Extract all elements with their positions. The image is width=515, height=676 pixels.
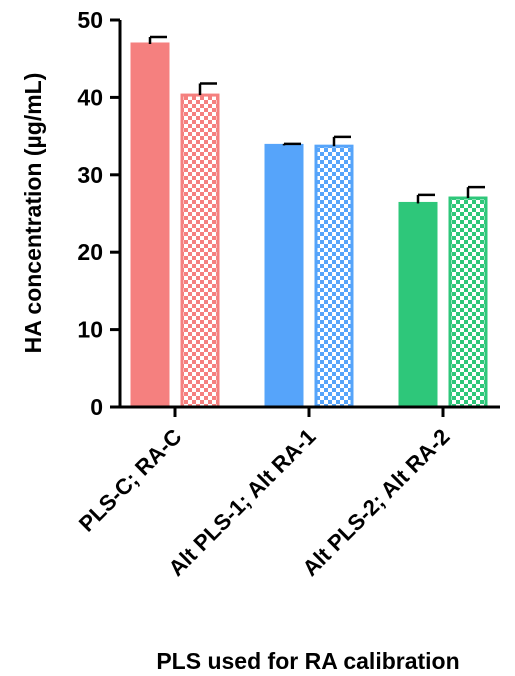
category-label: Alt PLS-1; Alt RA-1 [163, 424, 320, 581]
y-tick-label: 10 [77, 317, 103, 343]
y-ticks: 0 10 20 30 40 50 [77, 7, 120, 420]
bars-layer [130, 35, 488, 409]
checkered-bar-3 [448, 196, 488, 409]
y-tick-label: 30 [77, 162, 103, 188]
y-axis-title: HA concentration (µg/mL) [20, 73, 46, 354]
x-axis-title: PLS used for RA calibration [156, 648, 459, 674]
category-label: PLS-C; RA-C [74, 424, 187, 537]
y-tick-label: 50 [77, 7, 103, 33]
y-tick-label: 40 [77, 84, 103, 110]
checkered-bar-2 [314, 144, 354, 409]
axes-layer [118, 20, 500, 409]
solid-bar-2 [264, 143, 304, 409]
y-tick-label: 0 [90, 394, 103, 420]
category-label: Alt PLS-2; Alt RA-2 [297, 424, 454, 581]
y-tick-label: 20 [77, 239, 103, 265]
solid-bar-1 [130, 42, 170, 409]
solid-bar-3 [398, 201, 438, 409]
checkered-bar-1 [180, 93, 220, 409]
